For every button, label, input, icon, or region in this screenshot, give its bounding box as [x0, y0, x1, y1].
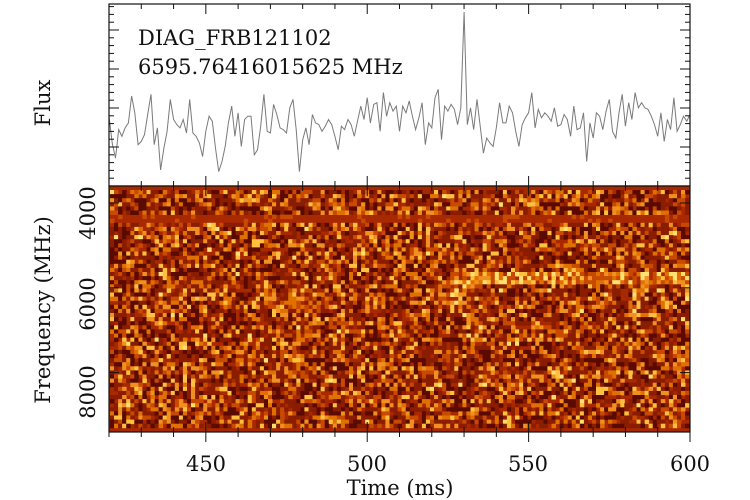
time-axis-title: Time (ms)	[347, 476, 454, 500]
waterfall-heatmap	[110, 190, 690, 429]
source-name-label: DIAG_FRB121102	[138, 26, 332, 50]
x-tick-label-500: 500	[347, 452, 387, 476]
y-tick-label-8000: 8000	[76, 365, 100, 418]
waterfall-frame	[108, 185, 691, 433]
waterfall-panel	[108, 185, 691, 442]
x-tick-label-550: 550	[508, 452, 548, 476]
y-tick-label-4000: 4000	[76, 186, 100, 239]
flux-axis-title: Flux	[31, 80, 55, 127]
frequency-label: 6595.76416015625 MHz	[138, 55, 403, 79]
frequency-axis-title: Frequency (MHz)	[31, 216, 55, 404]
x-tick-label-450: 450	[186, 452, 226, 476]
flux-panel: DIAG_FRB121102 6595.76416015625 MHz	[108, 3, 691, 187]
y-tick-label-6000: 6000	[76, 277, 100, 330]
flux-line	[108, 11, 691, 172]
flux-ticks	[108, 4, 691, 187]
flux-plot-area	[109, 4, 690, 186]
waterfall-ticks	[108, 186, 691, 442]
x-tick-label-600: 600	[670, 452, 710, 476]
